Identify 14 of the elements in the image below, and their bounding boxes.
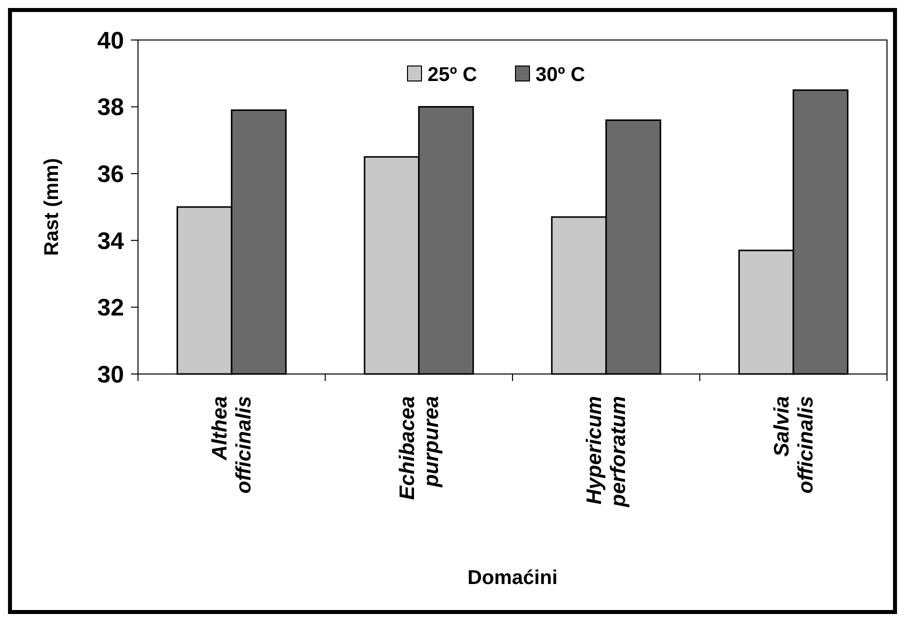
y-tick-label: 30 xyxy=(97,361,124,388)
legend-label: 25º C xyxy=(428,64,478,86)
x-tick-label: Hypericum perforatum xyxy=(583,396,630,508)
y-tick-label: 36 xyxy=(97,161,124,188)
y-tick-label: 38 xyxy=(97,94,124,122)
y-tick-label: 32 xyxy=(97,294,124,322)
x-tick-label: Althea officinalis xyxy=(208,396,256,494)
x-tick-label: Salvia officinalis xyxy=(770,396,818,494)
y-axis-title: Rast (mm) xyxy=(41,158,63,256)
x-tick-label: Echibacea purpurea xyxy=(396,396,443,500)
y-tick-label: 34 xyxy=(97,228,125,255)
legend-label: 30º C xyxy=(536,64,586,86)
x-axis-title: Domaćini xyxy=(467,567,558,589)
y-tick-label: 40 xyxy=(97,27,124,54)
